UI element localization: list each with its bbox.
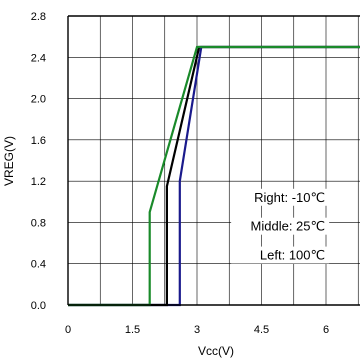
x-tick-label: 0 [65, 324, 71, 336]
annotation-bg [231, 246, 330, 264]
y-tick-label: 0.4 [31, 259, 46, 271]
grid [68, 16, 360, 305]
y-tick-label: 2.8 [31, 11, 46, 23]
series-line-25c [68, 45, 360, 307]
tick-labels: 0.0 0.4 0.8 1.2 1.6 2.0 2.4 2.8 0 1.5 3 4.5 6 [31, 11, 329, 336]
series-line-100c [68, 45, 360, 307]
annotation-bg [231, 217, 330, 235]
x-tick-label: 1.5 [125, 324, 140, 336]
y-tick-label: 1.2 [31, 176, 46, 188]
y-tick-label: 0.0 [31, 300, 46, 312]
series-line-10c [68, 45, 360, 307]
series-lines [68, 45, 360, 307]
y-tick-label: 1.6 [31, 135, 46, 147]
y-tick-label: 0.8 [31, 217, 46, 229]
x-axis-title: Vcc(V) [198, 344, 234, 358]
y-axis-title: VREG(V) [2, 136, 16, 186]
x-tick-label: 6 [323, 324, 329, 336]
annotation-label-2: Left: 100℃ [260, 248, 325, 263]
x-tick-label: 3 [194, 324, 200, 336]
y-tick-label: 2.0 [31, 94, 46, 106]
legend-annotations: Right: -10℃ Middle: 25℃ Left: 100℃ [231, 188, 330, 264]
plot-frame [67, 15, 360, 306]
x-tick-label: 4.5 [254, 324, 269, 336]
annotation-label-1: Middle: 25℃ [251, 219, 326, 234]
annotation-label-0: Right: -10℃ [254, 190, 325, 205]
y-tick-label: 2.4 [31, 52, 46, 64]
annotation-bg [231, 188, 330, 206]
